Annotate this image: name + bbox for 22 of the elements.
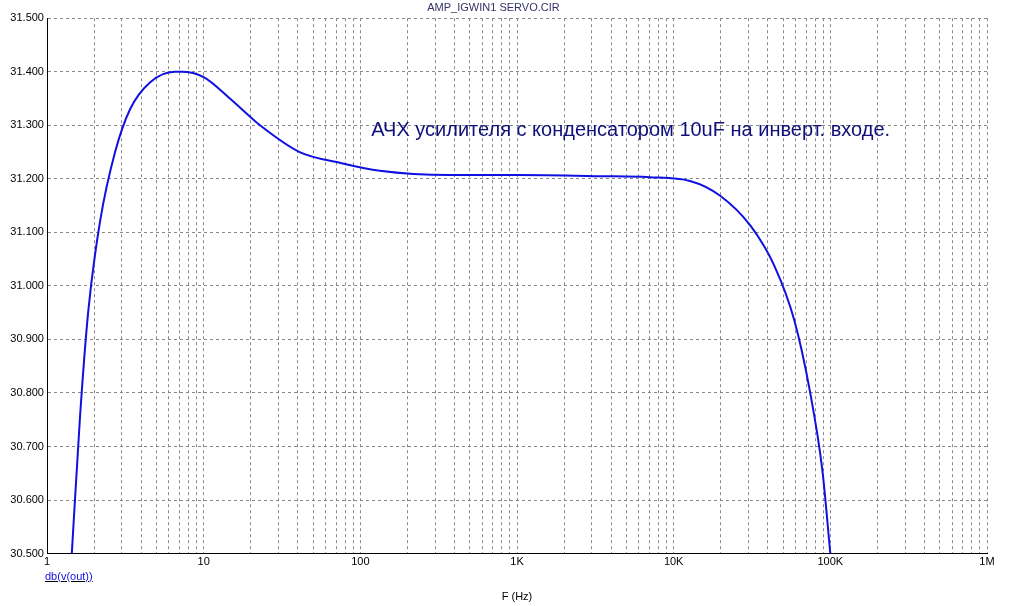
- y-tick-label: 30.800: [10, 386, 44, 399]
- y-tick-label: 30.900: [10, 332, 44, 345]
- x-tick-label: 1K: [510, 555, 525, 568]
- x-tick-label: 1: [43, 555, 51, 568]
- y-tick-label: 30.700: [10, 439, 44, 452]
- y-tick-label: 31.100: [10, 225, 44, 238]
- x-tick-label: 10: [197, 555, 210, 568]
- y-tick-label: 31.000: [10, 278, 44, 291]
- x-tick-label: 100K: [817, 555, 844, 568]
- annotation: АЧХ усилителя с конденсатором 10uF на инверт. входе.: [371, 118, 891, 141]
- y-tick-label: 31.300: [10, 118, 44, 131]
- text: db(v(out)): [45, 570, 93, 582]
- chart-title: AMP_IGWIN1 SERVO.CIR: [427, 0, 560, 13]
- x-tick-label: 1M: [979, 555, 995, 568]
- y-tick-label: 31.200: [10, 171, 44, 184]
- y-tick-label: 31.400: [10, 64, 44, 77]
- y-tick-label: 31.500: [10, 11, 44, 24]
- x-tick-label: 100: [351, 555, 370, 568]
- y-tick-label: 30.500: [10, 546, 44, 559]
- x-axis-title: F (Hz): [501, 590, 533, 603]
- x-tick-label: 10K: [663, 555, 685, 568]
- y-tick-label: 30.600: [10, 493, 44, 506]
